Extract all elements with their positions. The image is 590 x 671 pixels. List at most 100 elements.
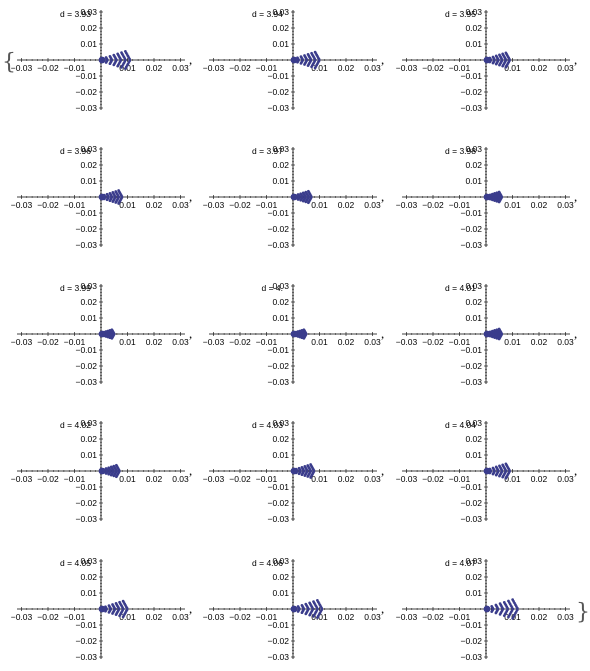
panel: −0.03 −0.02 −0.01 0.01 0.02 0.03 0.03 0.02 0.01 −…	[396, 281, 578, 387]
panel-title: d = 3.93	[60, 9, 91, 19]
x-tick-label: −0.02	[422, 474, 444, 484]
x-tick-label: −0.01	[449, 337, 471, 347]
x-tick-label: −0.01	[64, 200, 86, 210]
y-tick-label: −0.03	[267, 377, 289, 387]
data-point	[495, 191, 499, 195]
x-tick-label: −0.01	[256, 612, 278, 622]
data-point	[294, 606, 298, 610]
x-tick-label: 0.03	[172, 63, 189, 73]
panel: −0.03 −0.02 −0.01 0.01 0.02 0.03 0.03 0.02 0.01 −…	[11, 418, 193, 524]
y-tick-label: −0.02	[75, 498, 97, 508]
x-tick-label: 0.03	[364, 612, 381, 622]
data-point	[307, 189, 310, 193]
panel: −0.03 −0.02 −0.01 0.01 0.02 0.03 0.03 0.02 0.01 −…	[11, 556, 193, 662]
x-tick-label: 0.03	[557, 337, 574, 347]
x-tick-label: −0.02	[37, 474, 59, 484]
data-point	[493, 329, 496, 332]
y-tick-label: −0.03	[460, 240, 482, 250]
data-point	[498, 602, 502, 606]
y-tick-label: −0.03	[75, 652, 97, 662]
y-tick-label: −0.03	[460, 377, 482, 387]
data-point	[102, 606, 106, 610]
data-point	[313, 50, 317, 54]
separator-comma: ,	[574, 52, 577, 67]
data-point	[310, 51, 313, 55]
x-tick-label: −0.03	[203, 612, 225, 622]
y-tick-label: 0.03	[272, 556, 289, 566]
y-tick-label: 0.02	[272, 572, 289, 582]
panel: −0.03 −0.02 −0.01 0.01 0.02 0.03 0.03 0.02 0.01 −…	[396, 418, 578, 524]
x-tick-label: −0.03	[203, 200, 225, 210]
data-point	[487, 331, 491, 335]
data-point	[294, 331, 298, 335]
y-tick-label: 0.01	[80, 450, 97, 460]
panel-title: d = 3.98	[445, 146, 476, 156]
panel: −0.03 −0.02 −0.01 0.01 0.02 0.03 0.03 0.02 0.01 −…	[203, 418, 385, 524]
x-tick-label: −0.03	[203, 63, 225, 73]
y-tick-label: 0.03	[272, 418, 289, 428]
y-tick-label: 0.01	[80, 588, 97, 598]
data-point	[116, 52, 120, 56]
y-tick-label: −0.03	[267, 240, 289, 250]
separator-comma: ,	[381, 463, 384, 478]
y-tick-label: −0.02	[460, 224, 482, 234]
data-point	[501, 463, 505, 467]
y-tick-label: 0.02	[272, 297, 289, 307]
panel-title: d = 3.99	[60, 283, 91, 293]
y-tick-label: −0.03	[267, 652, 289, 662]
data-point	[102, 468, 106, 472]
x-tick-label: −0.02	[37, 337, 59, 347]
x-tick-label: −0.01	[64, 474, 86, 484]
panel-title: d = 4.01	[445, 283, 476, 293]
y-tick-label: −0.01	[75, 71, 97, 81]
panel-title: d = 3.95	[445, 9, 476, 19]
data-point	[497, 327, 501, 331]
x-tick-label: 0.01	[311, 200, 328, 210]
x-tick-label: −0.03	[396, 200, 418, 210]
x-tick-label: 0.01	[311, 63, 328, 73]
data-point	[109, 465, 113, 469]
y-tick-label: −0.01	[460, 71, 482, 81]
x-tick-label: −0.03	[396, 612, 418, 622]
x-tick-label: 0.02	[338, 337, 355, 347]
y-tick-label: −0.03	[460, 514, 482, 524]
y-tick-label: 0.03	[80, 144, 97, 154]
data-point	[102, 331, 106, 335]
x-tick-label: −0.01	[256, 200, 278, 210]
separator-comma: ,	[189, 601, 192, 616]
panel-title: d = 3.97	[252, 146, 283, 156]
x-tick-label: −0.02	[37, 200, 59, 210]
separator-comma: ,	[574, 463, 577, 478]
y-tick-label: −0.01	[460, 620, 482, 630]
y-tick-label: −0.02	[267, 636, 289, 646]
x-tick-label: −0.03	[396, 474, 418, 484]
y-tick-label: −0.02	[75, 87, 97, 97]
data-point	[102, 194, 106, 198]
x-tick-label: −0.03	[396, 337, 418, 347]
y-tick-label: 0.03	[465, 418, 482, 428]
data-point	[111, 603, 114, 606]
x-tick-label: −0.01	[449, 63, 471, 73]
y-tick-label: 0.02	[80, 434, 97, 444]
data-point	[294, 194, 298, 198]
separator-comma: ,	[189, 189, 192, 204]
x-tick-label: 0.03	[364, 474, 381, 484]
x-tick-label: 0.01	[119, 63, 136, 73]
separator-comma: ,	[189, 463, 192, 478]
y-tick-label: −0.02	[267, 87, 289, 97]
separator-comma: ,	[381, 326, 384, 341]
panel-title: d = 4.04	[445, 420, 476, 430]
y-tick-label: −0.03	[75, 514, 97, 524]
y-tick-label: −0.03	[75, 103, 97, 113]
x-tick-label: −0.03	[11, 474, 33, 484]
y-tick-label: −0.02	[460, 498, 482, 508]
data-point	[300, 603, 304, 607]
x-tick-label: 0.02	[531, 337, 548, 347]
y-tick-label: 0.02	[80, 297, 97, 307]
data-point	[491, 329, 494, 333]
data-point	[114, 601, 118, 605]
separator-comma: ,	[381, 189, 384, 204]
data-point	[304, 602, 308, 606]
open-brace: {	[2, 50, 16, 75]
x-tick-label: −0.01	[449, 474, 471, 484]
